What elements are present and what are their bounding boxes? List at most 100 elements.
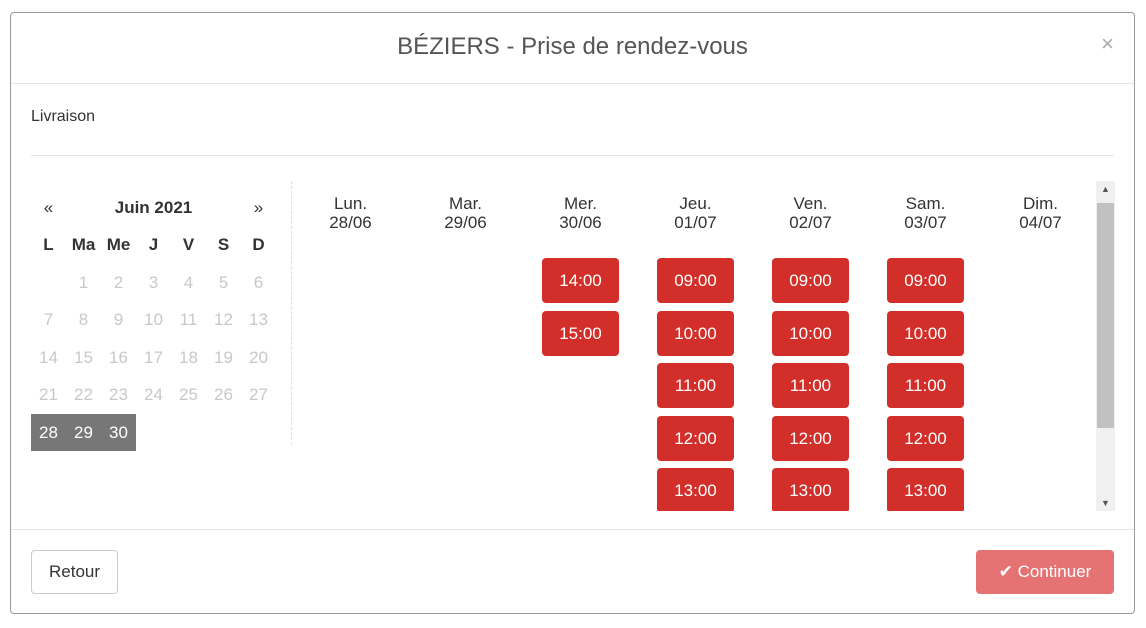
calendar-day: 20 — [249, 347, 268, 367]
time-slot-button[interactable]: 09:00 — [657, 258, 734, 303]
prev-month-button[interactable]: « — [43, 197, 54, 217]
day-name: Sam. — [905, 194, 946, 213]
calendar-day: 3 — [148, 272, 159, 292]
time-slots-area: Lun. 28/06 Mar. 29/06 Mer. 30/06 14:00 15:00 Jeu… — [293, 181, 1096, 511]
modal-header: BÉZIERS - Prise de rendez-vous × — [11, 13, 1134, 84]
day-name: Jeu. — [679, 194, 712, 213]
calendar-week: 1 2 3 4 5 6 — [31, 264, 276, 302]
day-header: Sam. 03/07 — [868, 194, 983, 258]
calendar-day: 13 — [249, 310, 268, 330]
time-slot-button[interactable]: 14:00 — [542, 258, 619, 303]
calendar-day: 7 — [43, 310, 54, 330]
day-name: Lun. — [333, 194, 368, 213]
calendar-week: 7 8 9 10 11 12 13 — [31, 302, 276, 340]
calendar-day: 15 — [74, 347, 93, 367]
time-slot-button[interactable]: 09:00 — [887, 258, 964, 303]
weekday-label: S — [217, 235, 230, 255]
day-name: Mer. — [563, 194, 598, 213]
time-slot-button[interactable]: 10:00 — [657, 310, 734, 356]
time-slot-button[interactable]: 13:00 — [887, 468, 964, 511]
day-column: Lun. 28/06 — [293, 181, 408, 258]
day-header: Mar. 29/06 — [408, 194, 523, 258]
day-column: Mar. 29/06 — [408, 181, 523, 258]
scrollbar-thumb[interactable] — [1097, 203, 1114, 428]
month-label: Juin 2021 — [114, 197, 193, 217]
time-slot-button[interactable]: 15:00 — [542, 310, 619, 356]
calendar-day: 6 — [253, 272, 264, 292]
calendar-day-selected[interactable]: 30 — [101, 414, 136, 452]
calendar-day: 9 — [113, 310, 124, 330]
time-slot-button[interactable]: 09:00 — [772, 258, 849, 303]
scroll-down-icon[interactable]: ▼ — [1101, 498, 1110, 508]
time-slot-button[interactable]: 11:00 — [772, 363, 849, 408]
weekday-label: L — [43, 235, 54, 255]
scrollbar[interactable]: ▲ ▼ — [1096, 181, 1115, 511]
day-column: Mer. 30/06 14:00 15:00 — [523, 181, 638, 363]
day-date: 04/07 — [1019, 213, 1062, 232]
calendar-day: 12 — [214, 310, 233, 330]
calendar-day: 21 — [39, 385, 58, 405]
weekday-label: J — [148, 235, 159, 255]
calendar-day: 22 — [74, 385, 93, 405]
time-slot-button[interactable]: 13:00 — [772, 468, 849, 511]
time-slot-button[interactable]: 10:00 — [887, 310, 964, 356]
day-date: 03/07 — [904, 213, 947, 232]
calendar-week: 28 29 30 — [31, 414, 276, 452]
calendar-day: 14 — [39, 347, 58, 367]
day-name: Mar. — [448, 194, 483, 213]
day-header: Lun. 28/06 — [293, 194, 408, 258]
calendar-day: 17 — [144, 347, 163, 367]
next-month-button[interactable]: » — [253, 197, 264, 217]
calendar-day: 24 — [144, 385, 163, 405]
appointment-modal: BÉZIERS - Prise de rendez-vous × Livrais… — [10, 12, 1135, 614]
day-name: Dim. — [1023, 194, 1058, 213]
calendar-day: 19 — [214, 347, 233, 367]
divider — [31, 155, 1114, 156]
calendar-day: 11 — [179, 310, 198, 330]
weekday-label: D — [252, 235, 265, 255]
day-header: Jeu. 01/07 — [638, 194, 753, 258]
day-date: 01/07 — [674, 213, 717, 232]
calendar-day: 18 — [179, 347, 198, 367]
day-header: Dim. 04/07 — [983, 194, 1096, 258]
scroll-up-icon[interactable]: ▲ — [1101, 184, 1110, 194]
day-date: 02/07 — [789, 213, 832, 232]
time-slot-button[interactable]: 12:00 — [657, 415, 734, 461]
day-header: Ven. 02/07 — [753, 194, 868, 258]
calendar-day: 5 — [218, 272, 229, 292]
calendar-day: 25 — [179, 385, 198, 405]
calendar-day: 26 — [214, 385, 233, 405]
check-icon: ✔ — [998, 562, 1013, 581]
calendar-day: 27 — [249, 385, 268, 405]
weekday-label: V — [182, 235, 195, 255]
calendar-day: 1 — [78, 272, 89, 292]
calendar-week: 14 15 16 17 18 19 20 — [31, 339, 276, 377]
time-slot-button[interactable]: 12:00 — [887, 415, 964, 461]
calendar: « Juin 2021 » L Ma Me J V S D 1 2 3 4 5 6 7 8 9 10 11 12 1… — [31, 189, 276, 452]
close-icon[interactable]: × — [1101, 31, 1114, 56]
time-slot-button[interactable]: 13:00 — [657, 468, 734, 511]
weekday-label: Ma — [71, 235, 96, 255]
time-slot-button[interactable]: 11:00 — [887, 363, 964, 408]
time-slot-button[interactable]: 11:00 — [657, 363, 734, 408]
day-column: Dim. 04/07 — [983, 181, 1096, 258]
modal-title: BÉZIERS - Prise de rendez-vous — [397, 33, 748, 60]
calendar-day: 10 — [144, 310, 163, 330]
time-slot-button[interactable]: 12:00 — [772, 415, 849, 461]
day-date: 30/06 — [559, 213, 602, 232]
day-date: 28/06 — [329, 213, 372, 232]
calendar-day: 16 — [109, 347, 128, 367]
day-header: Mer. 30/06 — [523, 194, 638, 258]
weekday-label: Me — [106, 235, 131, 255]
calendar-day-selected[interactable]: 28 — [31, 414, 66, 452]
calendar-day: 4 — [183, 272, 194, 292]
day-column: Jeu. 01/07 09:00 10:00 11:00 12:00 13:00 — [638, 181, 753, 511]
calendar-day: 8 — [78, 310, 89, 330]
back-button[interactable]: Retour — [31, 550, 118, 594]
day-column: Ven. 02/07 09:00 10:00 11:00 12:00 13:00 — [753, 181, 868, 511]
calendar-day-selected[interactable]: 29 — [66, 414, 101, 452]
calendar-week: 21 22 23 24 25 26 27 — [31, 377, 276, 415]
day-column: Sam. 03/07 09:00 10:00 11:00 12:00 13:00 — [868, 181, 983, 511]
continue-button[interactable]: ✔ Continuer — [976, 550, 1114, 594]
time-slot-button[interactable]: 10:00 — [772, 310, 849, 356]
